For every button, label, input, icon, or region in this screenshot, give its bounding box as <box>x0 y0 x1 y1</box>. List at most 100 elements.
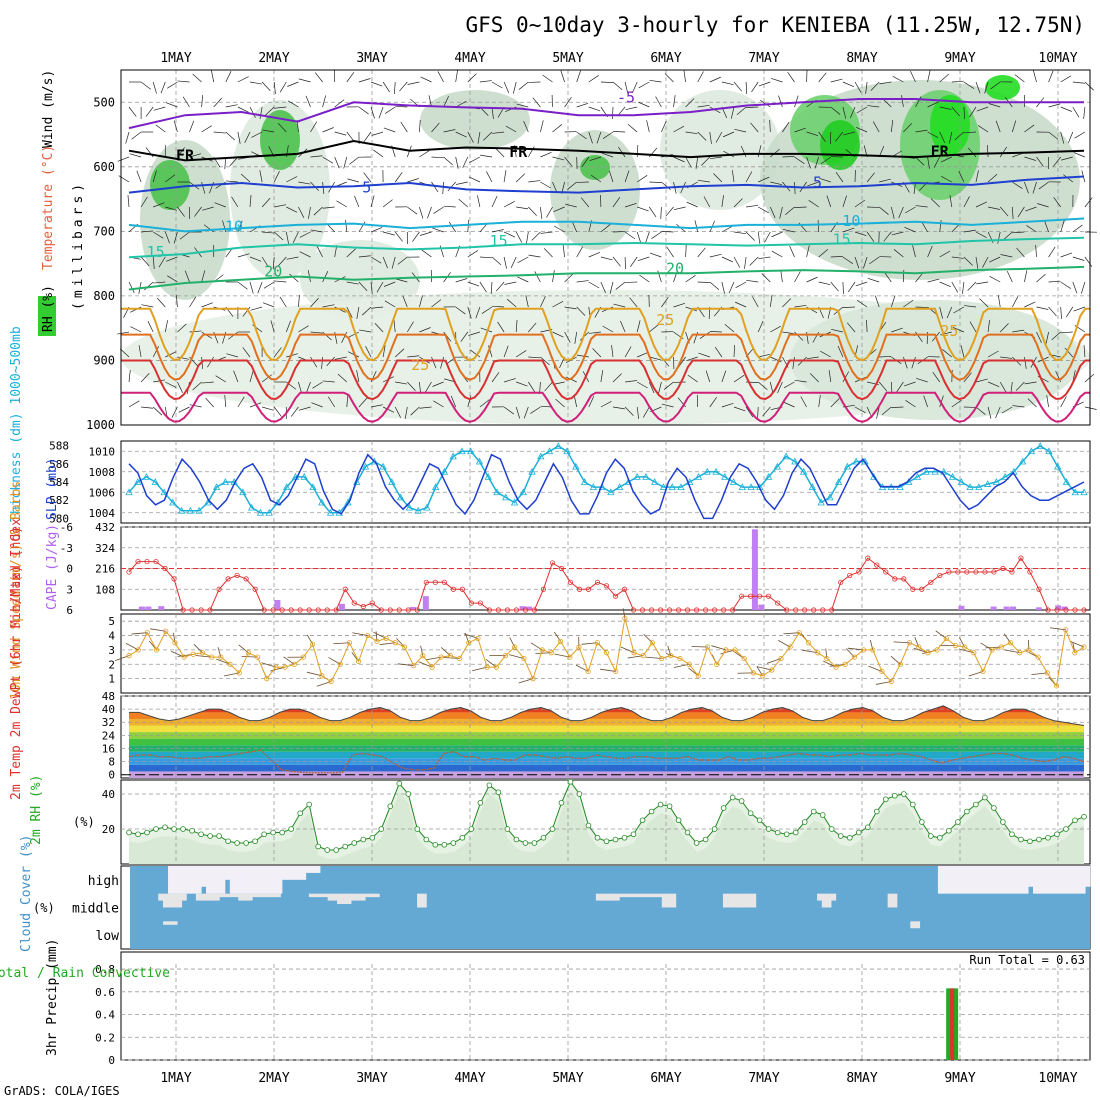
wind-speed-point <box>282 664 288 670</box>
wind-barb <box>213 97 222 108</box>
wind-barb <box>177 356 190 360</box>
wind-barb <box>958 170 965 183</box>
lifted-index-point <box>973 569 979 575</box>
wind-barb <box>927 70 931 83</box>
isotherm-label: 5 <box>813 173 822 191</box>
wind-barb <box>491 195 498 208</box>
wind-barb <box>491 372 500 383</box>
slp-point <box>440 467 449 475</box>
wind-barb <box>365 346 372 358</box>
slp-point <box>265 508 273 516</box>
wind-barb <box>242 306 251 317</box>
wind-barb <box>1036 156 1044 167</box>
wind-barb <box>721 402 734 408</box>
cape-bar <box>1055 605 1062 610</box>
wind-axis-label: Wind (m/s) <box>41 70 56 148</box>
wind-barb <box>189 153 202 158</box>
slp-point <box>239 488 247 496</box>
cloud-cell <box>990 866 996 894</box>
wind-barb <box>574 331 578 344</box>
slp-point <box>1071 488 1079 496</box>
wind-barb <box>721 256 734 263</box>
wind-barb <box>531 231 541 241</box>
wind-barb <box>878 206 889 215</box>
wind-barb <box>333 642 350 645</box>
wind-barb <box>963 372 972 383</box>
cloud-cell <box>952 866 958 894</box>
wind-barb <box>1027 398 1037 408</box>
wind-barb <box>903 299 914 308</box>
wind-barb <box>433 400 444 408</box>
lifted-index-point <box>207 607 213 613</box>
wind-barb <box>842 195 847 208</box>
wind-barb <box>177 323 187 333</box>
wind-barb <box>1064 347 1074 358</box>
wind-barb <box>201 125 212 133</box>
wind-barb <box>932 371 940 383</box>
wind-barb <box>458 198 469 208</box>
wind-barb <box>358 255 371 258</box>
wind-barb <box>830 106 841 115</box>
wind-barb <box>178 406 190 413</box>
date-label: 6MAY <box>650 51 681 66</box>
isotherm-label: 15 <box>490 232 508 250</box>
cloud-cell <box>167 893 173 908</box>
wind-barb <box>225 71 232 83</box>
wind-barb <box>842 281 844 295</box>
wind-barb <box>817 219 820 233</box>
rh-shading <box>580 155 610 180</box>
wind-barb <box>624 346 632 358</box>
wind-speed-point <box>291 661 297 667</box>
wind-speed-point <box>723 647 729 653</box>
wind-speed-point <box>594 640 600 646</box>
wind-barb <box>758 256 771 260</box>
rh-point <box>946 827 952 834</box>
wind-speed-point <box>851 654 858 660</box>
wind-barb <box>782 298 792 308</box>
wind-barb <box>292 231 299 243</box>
wind-barb <box>645 656 662 659</box>
wind-barb <box>951 281 959 293</box>
wind-barb <box>615 281 626 290</box>
lifted-index-point <box>784 607 790 613</box>
wind-barb <box>176 295 178 308</box>
wind-barb <box>709 281 720 290</box>
slp-point <box>694 473 703 480</box>
cloud-cell <box>1085 866 1091 887</box>
wind-barb <box>503 345 509 358</box>
rh-shading <box>820 120 860 170</box>
wind-barb <box>806 276 818 283</box>
cloud-cell <box>228 893 234 898</box>
wind-barb <box>649 181 662 183</box>
wind-barb <box>535 652 552 654</box>
cape-tick: 324 <box>95 542 115 555</box>
isotherm-label: FR <box>931 142 950 160</box>
cloud-cell <box>310 866 316 873</box>
rh-point <box>801 819 808 825</box>
wind-barb <box>649 79 662 83</box>
wind-barb <box>731 170 735 183</box>
wind-barb <box>752 296 759 308</box>
wind-barb <box>328 396 335 408</box>
wind-barb <box>382 199 393 208</box>
cloud-cell <box>942 866 948 894</box>
cloud-cell <box>261 893 267 898</box>
slp-point <box>1045 447 1053 455</box>
wind-barb <box>818 131 826 143</box>
cloud-cell <box>1047 866 1053 894</box>
wind-barb <box>358 281 368 292</box>
lifted-index-point <box>405 607 411 613</box>
wind-barb <box>1072 281 1078 294</box>
wind-barb <box>975 378 988 383</box>
cloud-cell <box>266 893 272 898</box>
wind-speed-point <box>337 661 343 667</box>
wind-barb <box>370 281 373 294</box>
rh-point <box>153 826 159 832</box>
wind-barb <box>528 322 537 333</box>
pressure-tick: 800 <box>93 289 115 303</box>
wind-barb <box>528 254 541 258</box>
rh-point <box>846 834 853 841</box>
rh-legend-swatch <box>38 296 56 336</box>
wind-barb <box>290 406 299 417</box>
wind-barb <box>164 320 168 333</box>
